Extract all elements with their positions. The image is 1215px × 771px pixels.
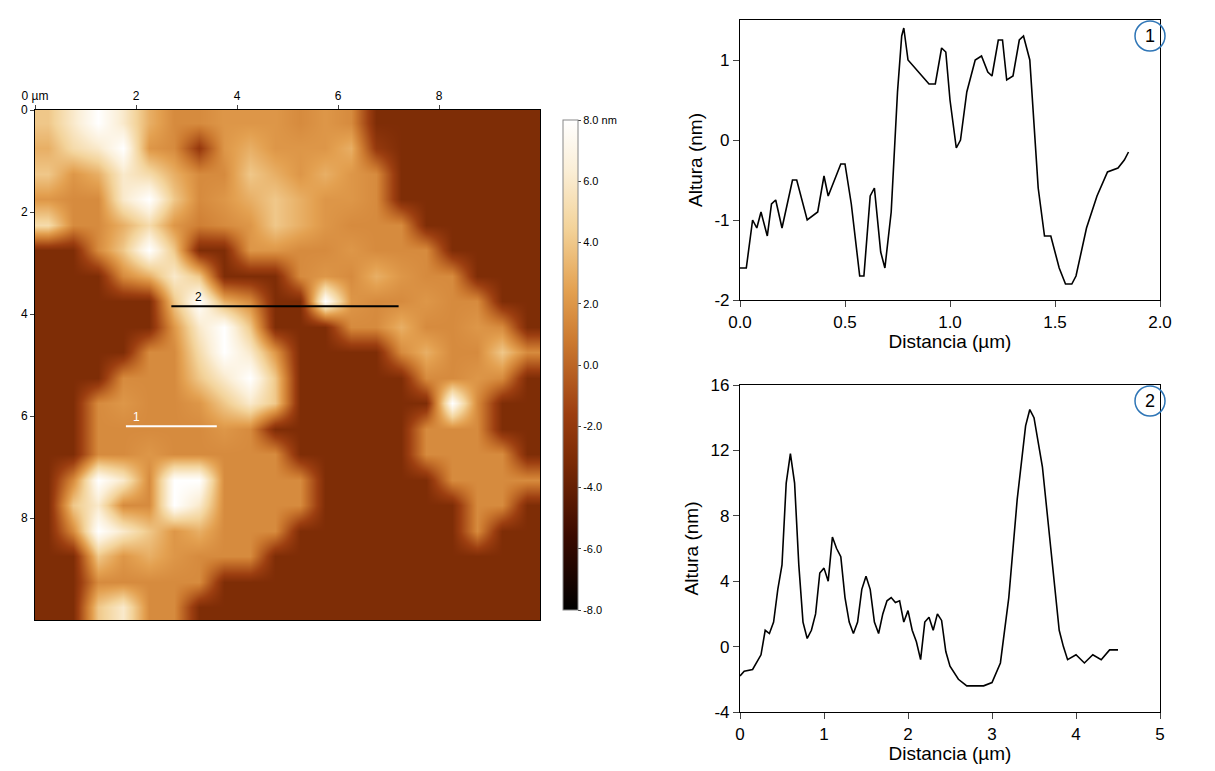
svg-text:16: 16	[711, 376, 730, 395]
svg-text:0: 0	[735, 725, 744, 744]
svg-text:-4: -4	[714, 703, 729, 722]
svg-text:2: 2	[1145, 391, 1155, 411]
svg-text:8: 8	[436, 89, 443, 103]
svg-text:1: 1	[1145, 26, 1155, 46]
svg-text:-6.0: -6.0	[583, 543, 602, 555]
svg-text:1: 1	[819, 725, 828, 744]
svg-text:2: 2	[133, 89, 140, 103]
svg-text:8: 8	[720, 507, 729, 526]
svg-text:Distancia (µm): Distancia (µm)	[889, 332, 1012, 353]
svg-text:2: 2	[21, 205, 28, 219]
svg-text:4: 4	[720, 572, 729, 591]
svg-text:6: 6	[335, 89, 342, 103]
svg-text:6.0: 6.0	[583, 175, 598, 187]
svg-text:0: 0	[720, 638, 729, 657]
svg-text:-2: -2	[714, 291, 729, 310]
svg-text:4: 4	[234, 89, 241, 103]
svg-text:0.5: 0.5	[833, 313, 857, 332]
svg-text:1: 1	[133, 410, 140, 424]
svg-text:Altura (nm): Altura (nm)	[685, 113, 706, 207]
svg-text:Distancia (µm): Distancia (µm)	[889, 744, 1012, 765]
svg-text:1.5: 1.5	[1043, 313, 1067, 332]
svg-text:2.0: 2.0	[583, 298, 598, 310]
svg-text:-4.0: -4.0	[583, 481, 602, 493]
svg-text:0 µm: 0 µm	[22, 89, 49, 103]
svg-text:0.0: 0.0	[583, 359, 598, 371]
svg-text:2: 2	[903, 725, 912, 744]
svg-text:2.0: 2.0	[1148, 313, 1172, 332]
svg-text:Altura (nm): Altura (nm)	[681, 502, 702, 596]
svg-text:8.0 nm: 8.0 nm	[583, 114, 617, 126]
svg-text:3: 3	[987, 725, 996, 744]
svg-text:6: 6	[21, 409, 28, 423]
svg-text:-1: -1	[714, 211, 729, 230]
svg-text:2: 2	[195, 290, 202, 304]
svg-text:0.0: 0.0	[728, 313, 752, 332]
svg-text:4: 4	[21, 307, 28, 321]
svg-text:1: 1	[720, 51, 729, 70]
svg-text:5: 5	[1155, 725, 1164, 744]
svg-text:4: 4	[1071, 725, 1080, 744]
svg-text:-2.0: -2.0	[583, 420, 602, 432]
svg-text:0: 0	[21, 103, 28, 117]
svg-text:0: 0	[720, 131, 729, 150]
svg-text:1.0: 1.0	[938, 313, 962, 332]
svg-text:-8.0: -8.0	[583, 604, 602, 616]
svg-text:4.0: 4.0	[583, 236, 598, 248]
svg-text:8: 8	[21, 511, 28, 525]
svg-text:12: 12	[711, 441, 730, 460]
